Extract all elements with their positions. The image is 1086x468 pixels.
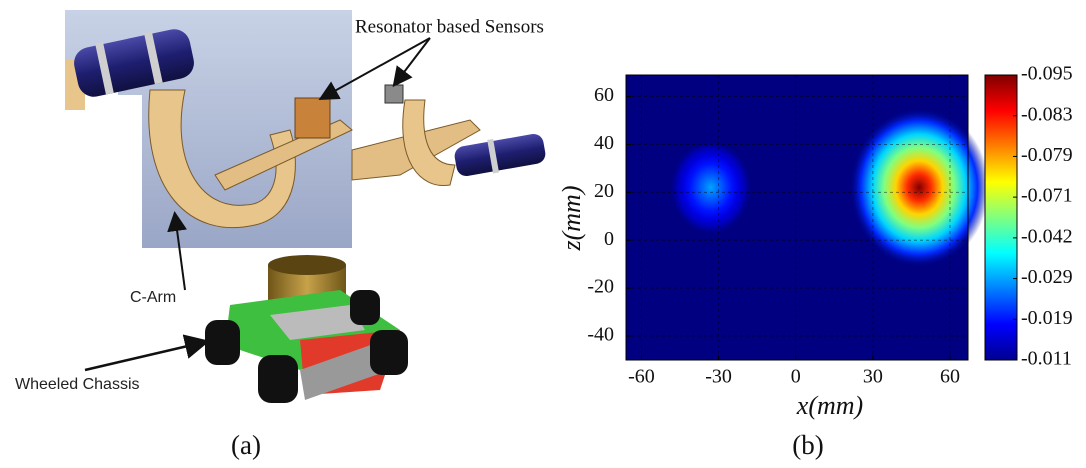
y-tick-label: -40 xyxy=(587,324,614,346)
x-tick-label: -30 xyxy=(705,366,732,388)
y-tick-label: 40 xyxy=(594,132,614,154)
colorbar-tick-label: -0.011 xyxy=(1021,348,1072,370)
y-tick-label: 60 xyxy=(594,84,614,106)
caption-a: (a) xyxy=(231,430,261,460)
y-tick-label: 0 xyxy=(604,228,614,250)
colorbar-tick-label: -0.071 xyxy=(1021,185,1073,207)
y-tick-label: 20 xyxy=(594,180,614,202)
y-axis-title: z(mm) xyxy=(557,186,586,252)
chassis-label: Wheeled Chassis xyxy=(15,376,140,393)
arm-label: C-Arm xyxy=(130,289,176,306)
x-axis-title: x(mm) xyxy=(796,391,863,420)
sensor-label: Resonator based Sensors xyxy=(355,16,544,37)
colorbar xyxy=(985,75,1017,360)
x-tick-label: 30 xyxy=(863,366,883,388)
colorbar-tick-label: -0.095 xyxy=(1021,63,1073,85)
colorbar-tick-label: -0.029 xyxy=(1021,266,1073,288)
y-tick-label: -20 xyxy=(587,276,614,298)
robot-illustration xyxy=(65,10,547,403)
colorbar-tick-label: -0.042 xyxy=(1021,225,1073,247)
colorbar-tick-label: -0.019 xyxy=(1021,307,1073,329)
colorbar-tick-label: -0.079 xyxy=(1021,144,1073,166)
heatmap: -60 -30 0 30 60 -40 -20 0 20 40 60 -0.095 -0.083 -0.0… xyxy=(587,63,1072,388)
x-tick-label: -60 xyxy=(628,366,655,388)
caption-b: (b) xyxy=(792,430,823,460)
hotspot xyxy=(669,140,752,236)
x-tick-label: 60 xyxy=(940,366,960,388)
figure: Resonator based Sensors C-Arm Wheeled Ch… xyxy=(0,0,1086,468)
x-tick-label: 0 xyxy=(791,366,801,388)
colorbar-tick-label: -0.083 xyxy=(1021,103,1073,125)
